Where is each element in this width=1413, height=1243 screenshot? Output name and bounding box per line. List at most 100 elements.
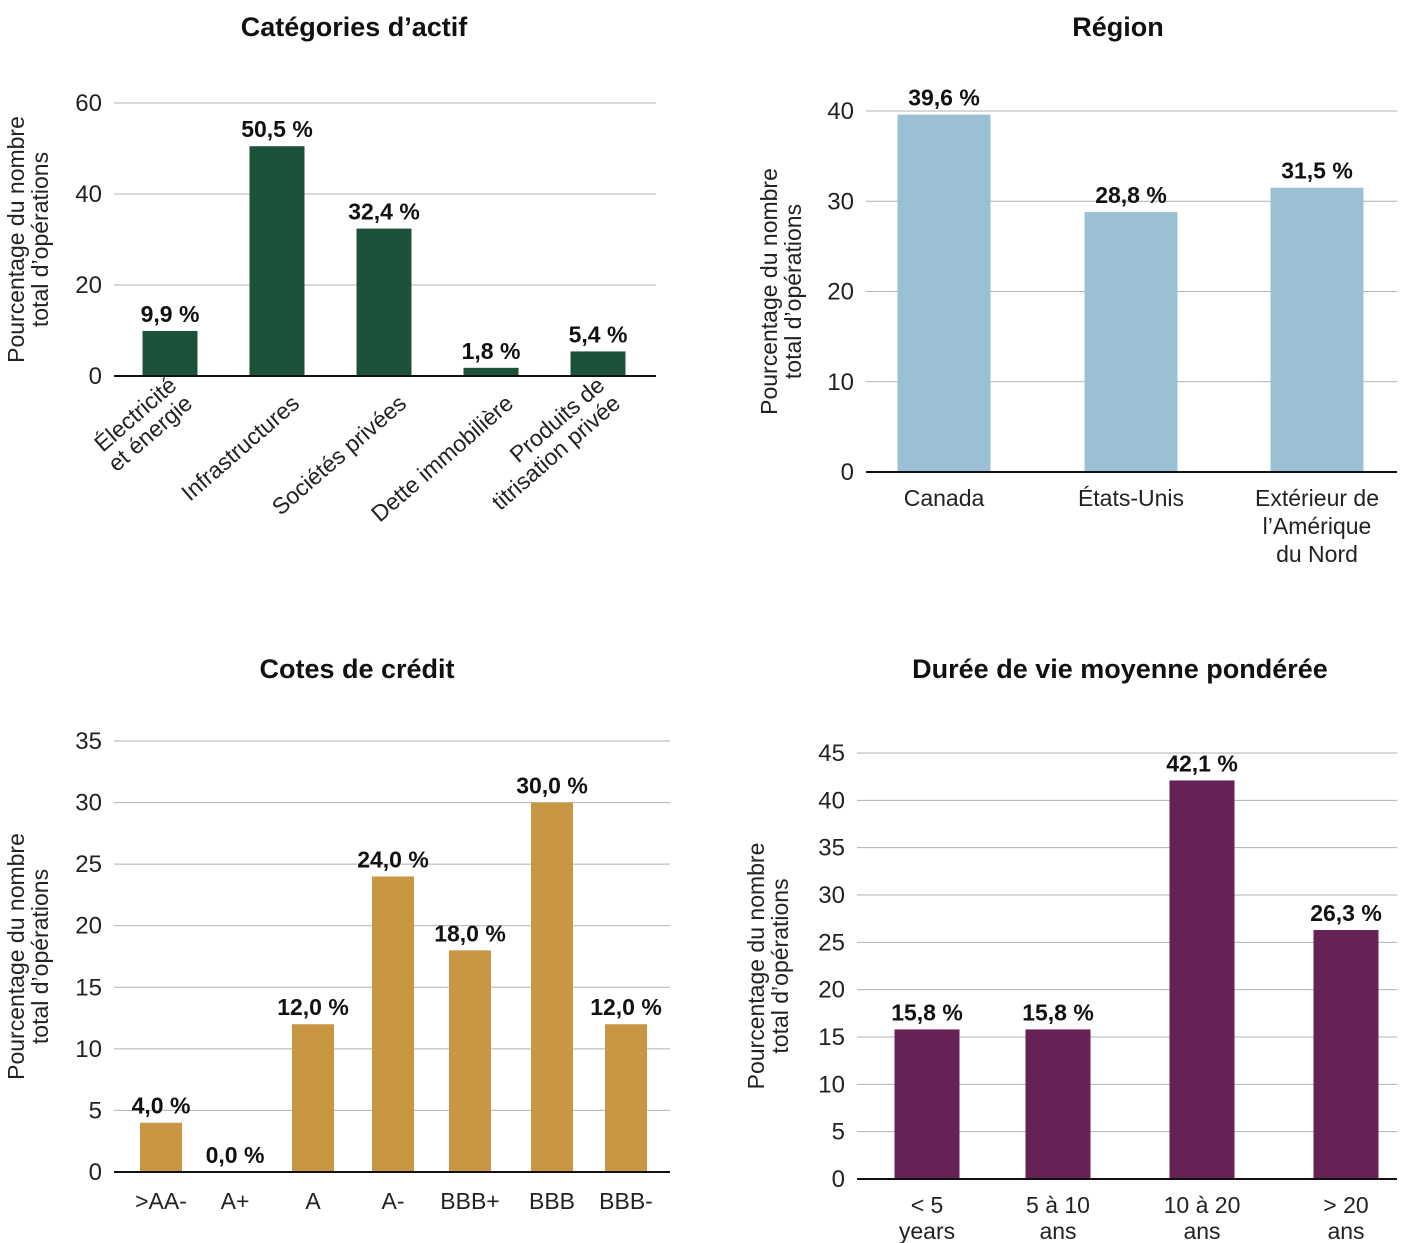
y-tick-label: 30 <box>827 188 854 215</box>
category-label-line: Extérieur de <box>1255 485 1379 511</box>
data-label: 4,0 % <box>132 1093 191 1119</box>
category-label-line: A+ <box>221 1188 250 1214</box>
data-label: 18,0 % <box>434 920 506 946</box>
bar <box>531 802 573 1172</box>
data-label: 28,8 % <box>1095 182 1167 208</box>
data-label: 5,4 % <box>569 321 628 347</box>
y-axis-label: Pourcentage du nombretotal d’opérations <box>3 116 53 363</box>
bar <box>372 876 414 1172</box>
category-label: BBB <box>529 1188 575 1214</box>
category-label-line: >AA- <box>135 1188 187 1214</box>
bar <box>570 351 626 376</box>
bar <box>356 228 412 376</box>
chart-4: Durée de vie moyenne pondérée 0 5 10 15 20 25 3… <box>743 654 1397 1243</box>
data-label: 26,3 % <box>1310 900 1382 926</box>
data-label: 24,0 % <box>357 846 429 872</box>
category-label: >AA- <box>135 1188 187 1214</box>
bar <box>1025 1029 1091 1179</box>
category-label: A <box>305 1188 321 1214</box>
category-label: Électricitéet énergie <box>87 372 197 477</box>
chart-2: Région 0 10 20 30 40 Pourcentage du nombretota… <box>756 12 1397 567</box>
data-label: 15,8 % <box>891 999 963 1025</box>
y-tick-label: 35 <box>75 728 102 755</box>
data-label: 42,1 % <box>1166 750 1238 776</box>
category-label: A+ <box>221 1188 250 1214</box>
y-tick-label: 0 <box>832 1166 845 1193</box>
data-label: 1,8 % <box>462 338 521 364</box>
chart-title: Région <box>1072 12 1164 42</box>
category-label: > 20 ans <box>1323 1192 1368 1243</box>
y-tick-label: 40 <box>75 181 102 208</box>
y-axis-label-line: Pourcentage du nombre <box>743 843 769 1090</box>
y-tick-label: 15 <box>75 974 102 1001</box>
bar <box>894 1029 960 1179</box>
category-label-line: BBB <box>529 1188 575 1214</box>
category-label: BBB- <box>599 1188 653 1214</box>
data-label: 15,8 % <box>1022 999 1094 1025</box>
y-axis-label-line: Pourcentage du nombre <box>756 168 782 415</box>
y-tick-label: 5 <box>832 1119 845 1146</box>
category-label: A- <box>382 1188 405 1214</box>
bar <box>1084 212 1178 472</box>
y-tick-label: 10 <box>827 369 854 396</box>
data-label: 31,5 % <box>1281 158 1353 184</box>
category-label-line: 5 à 10 <box>1026 1192 1090 1218</box>
y-tick-label: 0 <box>841 459 854 486</box>
category-label-line: ans <box>1327 1218 1364 1243</box>
y-tick-label: 5 <box>89 1097 102 1124</box>
data-label: 12,0 % <box>277 994 349 1020</box>
category-label-line: BBB- <box>599 1188 653 1214</box>
y-tick-label: 45 <box>818 740 845 767</box>
bar <box>605 1024 647 1172</box>
bar <box>249 146 305 376</box>
data-label: 12,0 % <box>590 994 662 1020</box>
y-tick-label: 10 <box>818 1071 845 1098</box>
bar <box>292 1024 334 1172</box>
y-tick-label: 40 <box>818 787 845 814</box>
y-axis-label-line: Pourcentage du nombre <box>3 116 29 363</box>
category-label: < 5 years <box>899 1192 955 1243</box>
y-axis-label-line: total d’opérations <box>27 152 53 327</box>
chart-title: Cotes de crédit <box>259 654 454 684</box>
chart-title: Durée de vie moyenne pondérée <box>912 654 1328 684</box>
y-tick-label: 40 <box>827 98 854 125</box>
data-label: 32,4 % <box>348 199 420 225</box>
category-label: BBB+ <box>440 1188 499 1214</box>
category-label-line: A- <box>382 1188 405 1214</box>
y-tick-label: 20 <box>75 272 102 299</box>
chart-title: Catégories d’actif <box>241 12 469 42</box>
bar <box>142 330 198 376</box>
bar <box>463 367 519 376</box>
data-label: 9,9 % <box>141 301 200 327</box>
category-label-line: ans <box>1039 1218 1076 1243</box>
y-tick-label: 10 <box>75 1036 102 1063</box>
category-label: États-Unis <box>1078 485 1184 511</box>
y-tick-label: 25 <box>75 851 102 878</box>
category-label-line: ans <box>1183 1218 1220 1243</box>
bar <box>1169 780 1235 1179</box>
y-tick-label: 0 <box>89 1159 102 1186</box>
bar <box>449 950 491 1172</box>
y-axis-label: Pourcentage du nombretotal d’opérations <box>3 833 53 1080</box>
category-label-line: BBB+ <box>440 1188 499 1214</box>
data-label: 30,0 % <box>516 773 588 799</box>
y-axis-label-line: Pourcentage du nombre <box>3 833 29 1080</box>
y-axis-label: Pourcentage du nombretotal d’opérations <box>756 168 806 415</box>
data-label: 50,5 % <box>241 116 313 142</box>
y-axis-label-line: total d’opérations <box>767 878 793 1053</box>
category-label: 10 à 20 ans <box>1164 1192 1241 1243</box>
category-label: 5 à 10 ans <box>1026 1192 1090 1243</box>
data-label: 0,0 % <box>206 1142 265 1168</box>
category-label-line: l’Amérique <box>1263 513 1372 539</box>
category-label-line: États-Unis <box>1078 485 1184 511</box>
category-label-line: > 20 <box>1323 1192 1368 1218</box>
y-tick-label: 0 <box>89 363 102 390</box>
category-label-line: years <box>899 1218 955 1243</box>
bar <box>140 1122 182 1172</box>
y-tick-label: 25 <box>818 929 845 956</box>
data-label: 39,6 % <box>908 85 980 111</box>
category-label-line: A <box>305 1188 321 1214</box>
category-label-line: Canada <box>904 485 985 511</box>
y-tick-label: 20 <box>818 977 845 1004</box>
chart-3: Cotes de crédit 0 5 10 15 20 25 30 35 Pourcentage… <box>3 654 670 1214</box>
